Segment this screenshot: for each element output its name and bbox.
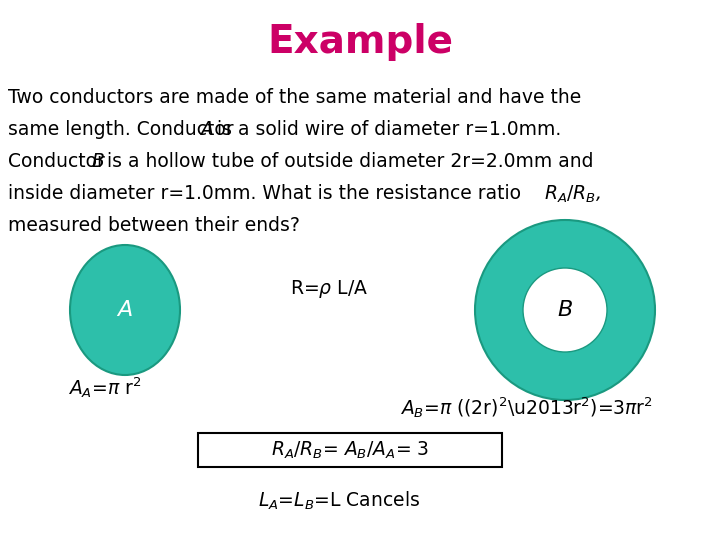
Text: B: B [557,300,572,320]
Text: $R_A/R_B$,: $R_A/R_B$, [544,184,601,205]
Text: A: A [201,120,214,139]
Text: measured between their ends?: measured between their ends? [8,216,300,235]
Text: $A_B$=$\pi$ ((2r)$^2$\u2013r$^2$)=3$\pi$r$^2$: $A_B$=$\pi$ ((2r)$^2$\u2013r$^2$)=3$\pi$… [400,395,653,420]
Text: R=$\rho$ L/A: R=$\rho$ L/A [290,278,368,300]
Ellipse shape [70,245,180,375]
Text: Two conductors are made of the same material and have the: Two conductors are made of the same mate… [8,88,581,107]
FancyBboxPatch shape [198,433,502,467]
Text: is a hollow tube of outside diameter 2r=2.0mm and: is a hollow tube of outside diameter 2r=… [101,152,593,171]
Text: $R_A/R_B$= $A_B/A_A$= 3: $R_A/R_B$= $A_B/A_A$= 3 [271,440,429,461]
Circle shape [523,268,607,352]
Circle shape [475,220,655,400]
Text: inside diameter r=1.0mm. What is the resistance ratio: inside diameter r=1.0mm. What is the res… [8,184,527,203]
Text: same length. Conductor: same length. Conductor [8,120,240,139]
Text: $L_A$=$L_B$=L Cancels: $L_A$=$L_B$=L Cancels [258,490,420,512]
Text: A: A [117,300,132,320]
Text: $A_A$=$\pi$ r$^2$: $A_A$=$\pi$ r$^2$ [68,375,141,400]
Text: is a solid wire of diameter r=1.0mm.: is a solid wire of diameter r=1.0mm. [211,120,562,139]
Text: Example: Example [267,23,453,61]
Text: B: B [91,152,104,171]
Text: Conductor: Conductor [8,152,111,171]
